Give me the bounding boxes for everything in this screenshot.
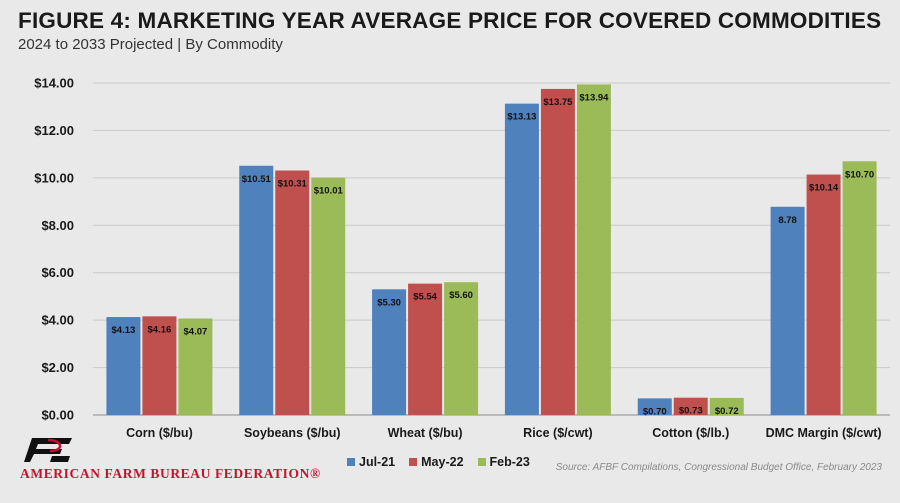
data-label: $4.07	[184, 326, 208, 337]
organization-name: AMERICAN FARM BUREAU FEDERATION®	[20, 466, 321, 481]
data-label: $13.94	[579, 92, 609, 103]
y-tick-label: $2.00	[41, 360, 74, 375]
legend-item-feb23: Feb-23	[477, 455, 530, 469]
data-label: $10.14	[809, 183, 839, 194]
y-tick-label: $6.00	[41, 265, 74, 280]
y-tick-label: $8.00	[41, 218, 74, 233]
bar	[673, 397, 708, 415]
data-label: $4.16	[148, 324, 172, 335]
bar	[372, 289, 407, 415]
data-label: $10.31	[278, 179, 308, 190]
legend-swatch-jul21	[347, 458, 355, 466]
data-label: $0.72	[715, 406, 739, 417]
x-tick-label: Wheat ($/bu)	[388, 426, 463, 440]
chart-subtitle: 2024 to 2033 Projected | By Commodity	[18, 36, 283, 53]
legend-label-feb23: Feb-23	[489, 455, 530, 469]
data-label: $10.01	[314, 186, 344, 197]
bar	[106, 317, 141, 415]
legend-label-jul21: Jul-21	[359, 455, 396, 469]
data-label: $5.54	[413, 292, 437, 303]
chart-legend: Jul-21 May-22 Feb-23	[347, 455, 530, 469]
data-label: $0.70	[643, 406, 667, 417]
source-note: Source: AFBF Compilations, Congressional…	[555, 462, 882, 473]
x-tick-label: DMC Margin ($/cwt)	[766, 426, 882, 440]
data-label: $5.60	[449, 290, 473, 301]
bar	[504, 103, 539, 415]
data-label: $4.13	[112, 325, 136, 336]
y-tick-label: $10.00	[34, 170, 74, 185]
legend-item-may22: May-22	[409, 455, 464, 469]
bar	[806, 174, 841, 415]
y-tick-label: $0.00	[41, 408, 74, 423]
data-label: $13.13	[507, 112, 536, 123]
bar	[637, 398, 672, 415]
data-label: 8.78	[778, 215, 797, 226]
legend-item-jul21: Jul-21	[347, 455, 395, 469]
y-tick-label: $12.00	[34, 123, 74, 138]
data-label: $10.51	[242, 174, 272, 185]
bar	[408, 283, 443, 415]
afbf-logo-icon	[22, 436, 74, 469]
bar	[576, 84, 611, 416]
bar	[709, 397, 744, 415]
legend-swatch-feb23	[477, 458, 486, 466]
data-label: $0.73	[679, 406, 703, 417]
x-tick-label: Cotton ($/lb.)	[652, 426, 729, 440]
data-label: $13.75	[543, 97, 573, 108]
y-tick-label: $4.00	[41, 313, 74, 328]
bar	[275, 170, 310, 415]
bar	[239, 165, 274, 415]
bar	[540, 88, 575, 415]
bar	[444, 282, 479, 415]
chart-title: FIGURE 4: MARKETING YEAR AVERAGE PRICE F…	[18, 8, 882, 33]
bar	[142, 316, 177, 415]
legend-label-may22: May-22	[421, 455, 464, 469]
x-tick-label: Soybeans ($/bu)	[244, 426, 341, 440]
bar	[178, 318, 213, 415]
bar	[842, 161, 877, 415]
x-tick-label: Corn ($/bu)	[126, 426, 193, 440]
data-label: $5.30	[377, 297, 401, 308]
legend-swatch-may22	[409, 458, 418, 466]
data-label: $10.70	[845, 169, 874, 180]
x-tick-label: Rice ($/cwt)	[523, 426, 592, 440]
y-tick-label: $14.00	[34, 76, 74, 91]
bar	[311, 177, 346, 415]
bar	[770, 206, 805, 415]
